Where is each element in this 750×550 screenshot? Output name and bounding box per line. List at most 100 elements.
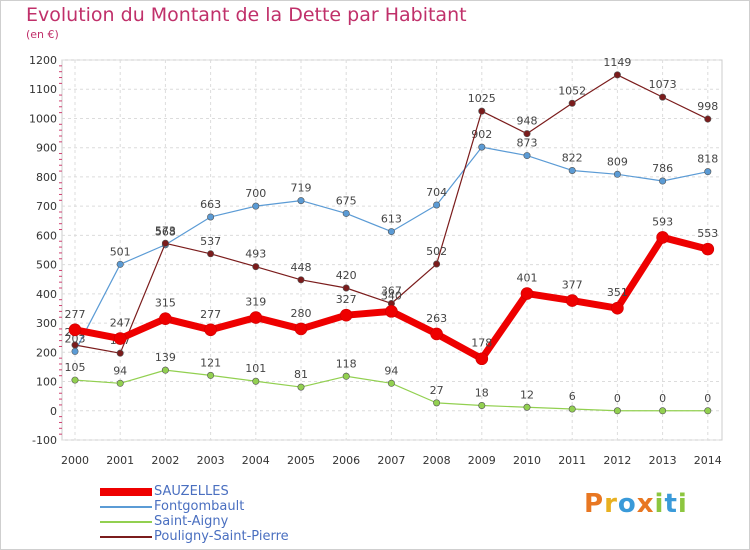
data-label: 902 bbox=[471, 128, 492, 141]
data-label: 675 bbox=[336, 194, 357, 207]
data-point bbox=[430, 327, 443, 341]
data-point bbox=[116, 379, 124, 387]
data-point bbox=[342, 284, 350, 292]
data-point bbox=[204, 323, 217, 337]
data-point bbox=[385, 305, 398, 318]
y-tick-label: 200 bbox=[36, 346, 57, 359]
data-point bbox=[704, 168, 712, 176]
data-point bbox=[568, 166, 576, 174]
x-tick-label: 2006 bbox=[332, 454, 360, 467]
data-label: 1149 bbox=[603, 56, 631, 69]
data-label: 6 bbox=[569, 390, 576, 403]
data-point bbox=[704, 115, 712, 123]
data-point bbox=[611, 301, 624, 315]
proxiti-logo: Proxiti bbox=[584, 489, 688, 519]
legend-label: Saint-Aigny bbox=[154, 514, 229, 529]
data-label: 367 bbox=[381, 284, 402, 297]
data-label: 351 bbox=[607, 286, 628, 299]
data-point bbox=[161, 366, 169, 374]
data-point bbox=[342, 372, 350, 380]
y-tick-label: 1200 bbox=[29, 54, 57, 67]
data-point bbox=[659, 177, 667, 185]
data-label: 501 bbox=[110, 245, 131, 258]
data-label: 998 bbox=[697, 100, 718, 113]
y-tick-label: -100 bbox=[32, 434, 57, 447]
data-point bbox=[249, 311, 263, 324]
data-label: 263 bbox=[426, 312, 447, 325]
data-point bbox=[252, 263, 260, 271]
data-point bbox=[704, 407, 712, 415]
data-label: 203 bbox=[65, 332, 86, 345]
y-tick-label: 500 bbox=[36, 259, 57, 272]
data-label: 27 bbox=[430, 384, 444, 397]
data-label: 280 bbox=[291, 307, 312, 320]
data-label: 502 bbox=[426, 245, 447, 258]
data-point bbox=[659, 93, 667, 101]
chart-title: Evolution du Montant de la Dette par Hab… bbox=[26, 4, 467, 26]
data-point bbox=[297, 197, 305, 205]
y-tick-label: 400 bbox=[36, 288, 57, 301]
data-label: 593 bbox=[652, 215, 673, 228]
data-point bbox=[659, 407, 667, 415]
data-label: 315 bbox=[155, 297, 176, 310]
data-label: 139 bbox=[155, 351, 176, 364]
data-label: 613 bbox=[381, 213, 402, 226]
data-point bbox=[656, 231, 669, 244]
data-label: 573 bbox=[155, 224, 176, 237]
data-point bbox=[387, 228, 395, 236]
legend-swatch bbox=[100, 506, 152, 508]
data-label: 18 bbox=[475, 387, 489, 400]
data-label: 786 bbox=[652, 162, 673, 175]
legend-label: SAUZELLES bbox=[154, 484, 229, 499]
data-label: 377 bbox=[562, 279, 583, 292]
data-label: 94 bbox=[384, 364, 398, 377]
logo-letter: r bbox=[604, 489, 618, 519]
data-label: 101 bbox=[245, 362, 266, 375]
y-tick-label: 700 bbox=[36, 200, 57, 213]
data-point bbox=[568, 99, 576, 107]
x-tick-label: 2013 bbox=[649, 454, 677, 467]
data-point bbox=[478, 143, 486, 151]
chart-subtitle: (en €) bbox=[26, 28, 59, 41]
data-point bbox=[613, 71, 621, 79]
data-point bbox=[433, 399, 441, 407]
data-point bbox=[701, 242, 715, 256]
data-label: 0 bbox=[704, 392, 711, 405]
data-point bbox=[252, 202, 260, 210]
data-label: 553 bbox=[697, 227, 718, 240]
data-label: 719 bbox=[291, 182, 312, 195]
data-point bbox=[613, 170, 621, 178]
data-point bbox=[294, 322, 308, 336]
legend-label: Pouligny-Saint-Pierre bbox=[154, 529, 289, 544]
data-point bbox=[252, 377, 260, 385]
plot-area bbox=[61, 59, 723, 441]
data-point bbox=[342, 209, 350, 217]
y-tick-label: 1000 bbox=[29, 112, 57, 125]
y-tick-label: 600 bbox=[36, 229, 57, 242]
data-label: 105 bbox=[65, 361, 86, 374]
data-point bbox=[523, 130, 531, 138]
legend-swatch bbox=[100, 488, 152, 496]
data-label: 247 bbox=[110, 317, 131, 330]
logo-letter: o bbox=[617, 489, 637, 519]
x-tick-label: 2012 bbox=[603, 454, 631, 467]
data-label: 948 bbox=[517, 115, 538, 128]
x-tick-label: 2010 bbox=[513, 454, 541, 467]
data-label: 568 bbox=[155, 226, 176, 239]
data-point bbox=[116, 260, 124, 268]
x-tick-label: 2004 bbox=[242, 454, 270, 467]
data-label: 822 bbox=[562, 151, 583, 164]
data-point bbox=[523, 152, 531, 160]
logo-letter: i bbox=[677, 489, 688, 519]
x-tick-label: 2002 bbox=[151, 454, 179, 467]
x-tick-label: 2005 bbox=[287, 454, 315, 467]
data-point bbox=[207, 371, 215, 379]
y-tick-label: 100 bbox=[36, 376, 57, 389]
data-label: 873 bbox=[517, 137, 538, 150]
x-tick-label: 2009 bbox=[468, 454, 496, 467]
logo-letter: x bbox=[636, 489, 655, 519]
data-label: 704 bbox=[426, 186, 447, 199]
legend-swatch bbox=[100, 536, 152, 538]
data-point bbox=[613, 407, 621, 415]
